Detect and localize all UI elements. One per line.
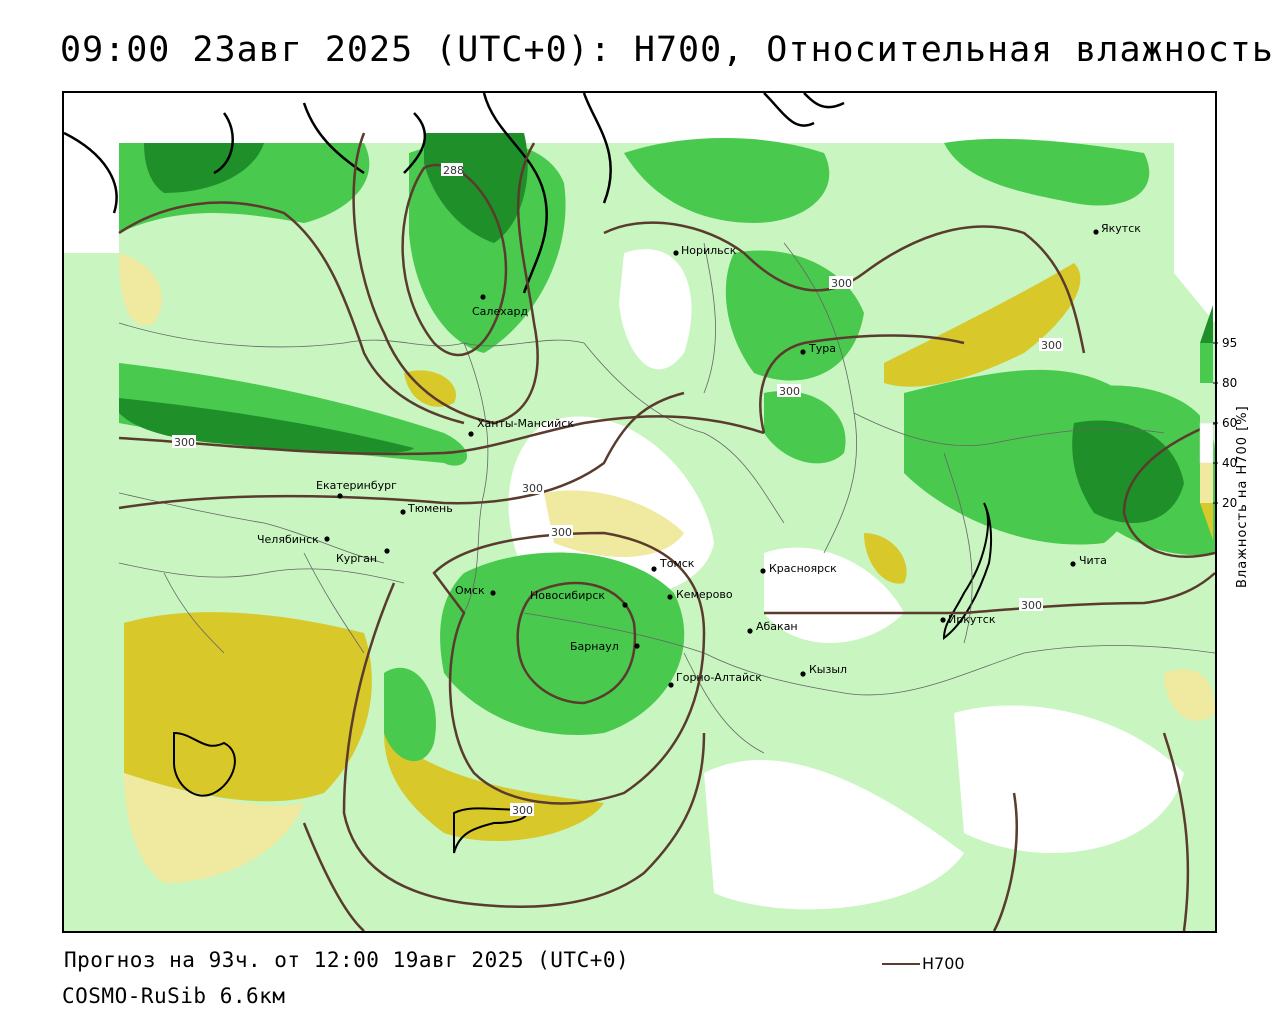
colorbar-tick: 20 [1222,496,1238,510]
city-label: Чита [1079,554,1107,567]
city-dot [760,568,766,574]
city-dot [1093,229,1099,235]
colorbar-tip-0 [1200,503,1213,540]
city-label: Омск [455,584,485,597]
city-dot [400,509,406,515]
contour-label: 300 [1021,599,1042,612]
city-label: Иркутск [948,613,996,626]
city-dot [324,536,330,542]
city-dot [800,671,806,677]
model-info: COSMO-RuSib 6.6км [62,984,286,1008]
coastline [64,93,845,294]
colorbar-svg [1199,305,1218,540]
contour-label: 300 [512,804,533,817]
city-label: Абакан [756,620,798,633]
city-dot [634,643,640,649]
h700-line-swatch [882,962,920,965]
city-dot [668,682,674,688]
city-dot [490,590,496,596]
contour-label: 300 [551,526,572,539]
colorbar-tick: 40 [1222,456,1238,470]
city-dot [337,493,343,499]
city-dot [480,294,486,300]
forecast-info: Прогноз на 93ч. от 12:00 19авг 2025 (UTC… [64,948,630,972]
line-legend: H700 [882,954,965,973]
moist-area-novosibirsk [440,552,685,735]
humidity-map: 288 300 300 300 300 300 300 300 300 Якут… [64,93,1215,931]
city-label: Курган [336,552,377,565]
h700-contours [118,132,1215,931]
colorbar-tick: 60 [1222,416,1238,430]
contour-labels: 288 300 300 300 300 300 300 300 300 [172,163,1063,817]
city-label: Томск [659,557,695,570]
city-label: Красноярск [769,562,837,575]
map-title: 09:00 23авг 2025 (UTC+0): H700, Относите… [60,30,1274,70]
contour-label: 288 [443,164,464,177]
colorbar: 95 80 60 40 20 [1198,305,1273,605]
city-label: Кызыл [809,663,847,676]
contour-label: 300 [831,277,852,290]
caspian-sea [173,731,236,797]
city-label: Горно-Алтайск [676,671,762,684]
city-markers: Якутск Норильск Салехард Тура Ханты-Манс… [257,222,1141,688]
contour-label: 300 [522,482,543,495]
city-label: Кемерово [676,588,733,601]
colorbar-tick: 95 [1222,336,1238,350]
h700-legend-label: H700 [922,954,965,973]
city-dot [667,594,673,600]
city-dot [800,349,806,355]
baikal-lake [942,502,993,641]
city-label: Челябинск [257,533,319,546]
city-label: Екатеринбург [316,479,397,492]
city-label: Барнаул [570,640,619,653]
city-label: Норильск [681,244,737,257]
city-dot [940,617,946,623]
city-dot [468,431,474,437]
dry-area-west [124,612,372,802]
dry-band-east [884,263,1081,387]
city-dot [384,548,390,554]
city-label: Тура [808,342,836,355]
colorbar-80 [1200,343,1213,383]
city-label: Салехард [472,305,528,318]
city-dot [1070,561,1076,567]
colorbar-tick: 80 [1222,376,1238,390]
city-label: Тюмень [407,502,453,515]
city-dot [747,628,753,634]
very-moist-yamal [424,133,528,243]
colorbar-title-text: Влажность на H700 [%] [1235,405,1250,588]
colorbar-40 [1199,422,1214,464]
city-dot [651,566,657,572]
city-dot [673,250,679,256]
city-label: Якутск [1101,222,1141,235]
balkhash-lake [453,806,528,854]
contour-label: 300 [174,436,195,449]
city-label: Новосибирск [530,589,605,602]
city-dot [622,602,628,608]
colorbar-tip-95 [1200,305,1213,343]
city-label: Ханты-Мансийск [477,417,574,430]
contour-label: 300 [1041,339,1062,352]
map-area[interactable]: 288 300 300 300 300 300 300 300 300 Якут… [62,91,1217,933]
colorbar-title: Влажность на H700 [%] [1233,352,1269,592]
colorbar-20 [1200,463,1213,503]
colorbar-60 [1200,383,1213,423]
contour-label: 300 [779,385,800,398]
